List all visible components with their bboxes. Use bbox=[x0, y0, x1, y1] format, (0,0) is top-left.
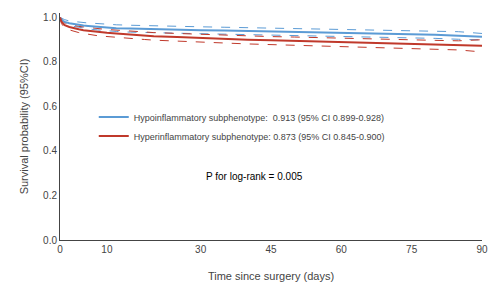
svg-text:60: 60 bbox=[336, 244, 348, 255]
svg-text:75: 75 bbox=[406, 244, 418, 255]
svg-text:10: 10 bbox=[101, 244, 113, 255]
svg-text:0.4: 0.4 bbox=[43, 145, 57, 156]
svg-text:0.2: 0.2 bbox=[43, 190, 57, 201]
svg-text:30: 30 bbox=[195, 244, 207, 255]
svg-text:Survival probability (95%CI): Survival probability (95%CI) bbox=[18, 59, 30, 195]
svg-text:0.0: 0.0 bbox=[43, 235, 57, 246]
svg-text:0.6: 0.6 bbox=[43, 101, 57, 112]
svg-text:90: 90 bbox=[476, 244, 488, 255]
svg-text:45: 45 bbox=[265, 244, 277, 255]
svg-text:0: 0 bbox=[57, 244, 63, 255]
svg-text:Hyperinflammatory subphenotype: Hyperinflammatory subphenotype: 0.873 (9… bbox=[134, 132, 385, 142]
svg-text:Time since surgery (days): Time since surgery (days) bbox=[208, 270, 334, 282]
svg-text:0.8: 0.8 bbox=[43, 56, 57, 67]
svg-text:P for log-rank = 0.005: P for log-rank = 0.005 bbox=[206, 171, 303, 182]
svg-text:Hypoinflammatory subphenotype:: Hypoinflammatory subphenotype: 0.913 (95… bbox=[134, 113, 384, 123]
svg-text:1.0: 1.0 bbox=[43, 12, 57, 23]
